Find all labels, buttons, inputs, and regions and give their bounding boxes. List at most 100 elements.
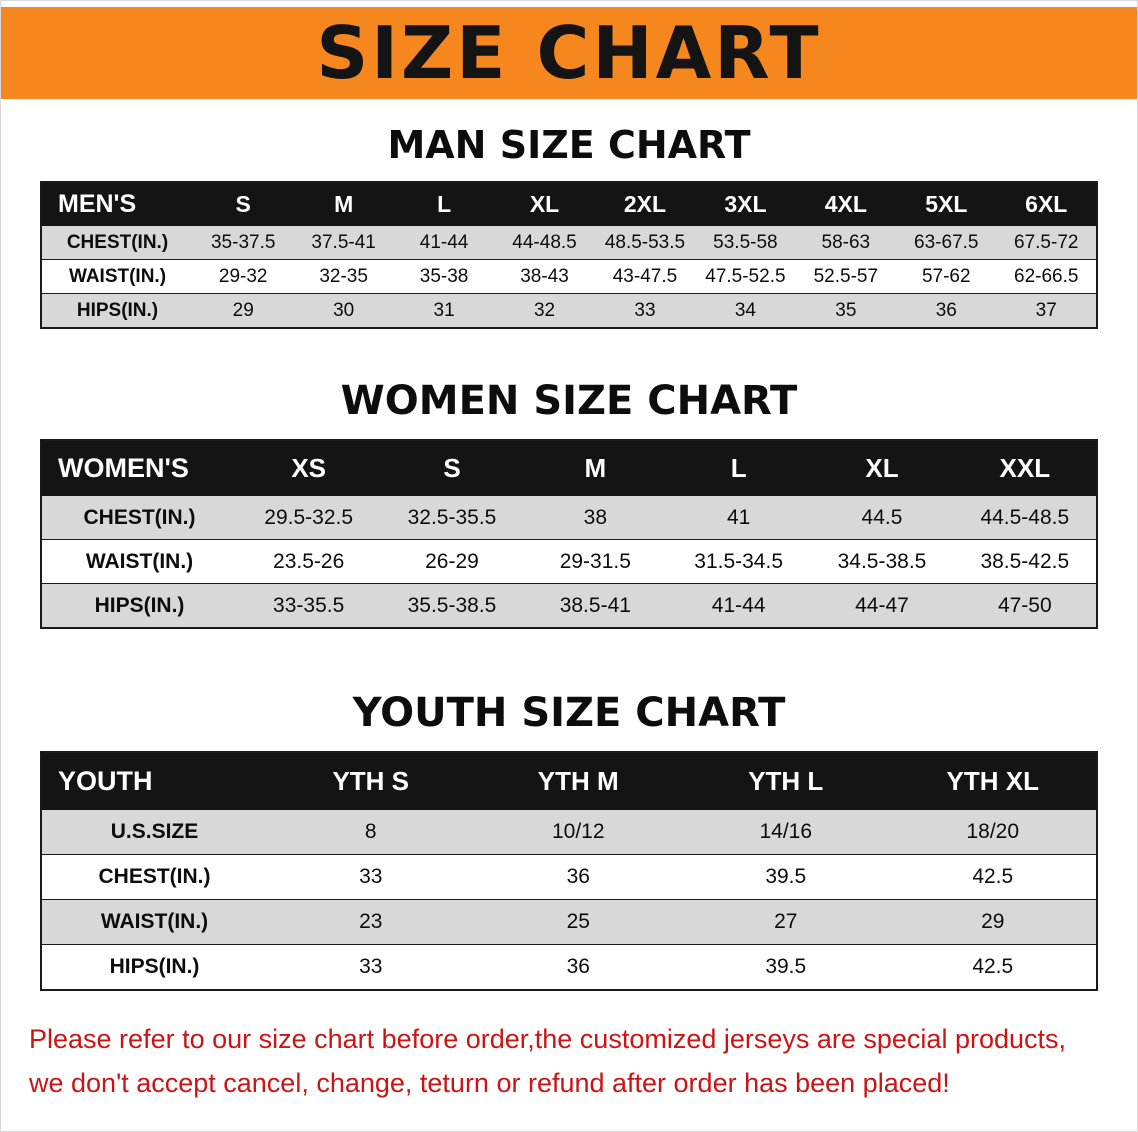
row-label: HIPS(IN.) — [94, 593, 185, 617]
size-column-header: XL — [810, 439, 954, 496]
size-value-cell: 41 — [726, 505, 751, 529]
youth-section: YOUTH SIZE CHART YOUTH YTH S YTH M YTH L YTH… — [1, 691, 1137, 991]
size-value-cell: 37.5-41 — [311, 231, 376, 253]
table-header-row: MEN'S S M L XL 2XL 3XL 4XL 5XL 6XL — [41, 181, 1097, 226]
youth-size-table: YOUTH YTH S YTH M YTH L YTH XL U.S.SIZE 8 10/12… — [40, 750, 1098, 991]
size-column-header: YTH XL — [889, 751, 1097, 810]
size-value-cell: 63-67.5 — [914, 231, 979, 253]
size-value-cell: 35-38 — [419, 265, 469, 287]
size-value-cell: 44-47 — [855, 593, 909, 617]
table-header-row: YOUTH YTH S YTH M YTH L YTH XL — [41, 751, 1097, 810]
size-column-header: S — [193, 181, 294, 226]
men-section: MAN SIZE CHART MEN'S S M L XL 2XL 3XL 4XL 5XL 6XL… — [1, 123, 1137, 329]
size-column-header: M — [523, 439, 667, 496]
size-column-header: 2XL — [594, 181, 696, 226]
size-column-header: 3XL — [695, 181, 796, 226]
row-label: HIPS(IN.) — [76, 299, 159, 321]
size-value-cell: 29-31.5 — [559, 549, 631, 573]
size-value-cell: 27 — [774, 910, 798, 934]
size-value-cell: 31 — [433, 299, 455, 321]
men-section-heading: MAN SIZE CHART — [387, 123, 751, 167]
youth-section-heading: YOUTH SIZE CHART — [352, 689, 786, 736]
size-value-cell: 38.5-41 — [559, 593, 631, 617]
table-row: HIPS(IN.) 29 30 31 32 33 34 35 36 37 — [41, 293, 1097, 328]
table-corner-header: YOUTH — [41, 751, 267, 810]
size-value-cell: 32-35 — [319, 265, 368, 287]
size-value-cell: 8 — [364, 820, 377, 844]
size-value-cell: 34 — [734, 299, 756, 321]
row-label: WAIST(IN.) — [68, 265, 167, 287]
size-value-cell: 18/20 — [966, 820, 1020, 844]
size-column-header: 5XL — [896, 181, 997, 226]
size-column-header: L — [393, 181, 495, 226]
women-size-table: WOMEN'S XS S M L XL XXL CHEST(IN.) 29.5-32.5 32.5… — [40, 438, 1098, 629]
size-value-cell: 57-62 — [921, 265, 971, 287]
size-value-cell: 41-44 — [419, 231, 469, 253]
size-value-cell: 52.5-57 — [813, 265, 879, 287]
size-value-cell: 42.5 — [972, 865, 1014, 889]
banner: SIZE CHART — [1, 7, 1137, 99]
size-value-cell: 67.5-72 — [1014, 231, 1079, 253]
size-column-header: S — [380, 439, 524, 496]
size-value-cell: 53.5-58 — [713, 231, 778, 253]
row-label: WAIST(IN.) — [85, 549, 194, 573]
table-row: CHEST(IN.) 33 36 39.5 42.5 — [41, 854, 1097, 900]
size-value-cell: 35.5-38.5 — [407, 593, 497, 617]
size-column-header: YTH S — [267, 751, 475, 810]
row-label: U.S.SIZE — [110, 820, 199, 844]
size-value-cell: 36 — [566, 955, 590, 979]
size-value-cell: 33-35.5 — [273, 593, 345, 617]
size-value-cell: 29 — [981, 910, 1005, 934]
disclaimer: Please refer to our size chart before or… — [1, 1017, 1137, 1105]
size-value-cell: 36 — [935, 299, 957, 321]
disclaimer-line-2: we don't accept cancel, change, teturn o… — [29, 1067, 950, 1098]
size-value-cell: 38-43 — [520, 265, 569, 287]
size-value-cell: 23.5-26 — [273, 549, 345, 573]
row-label: CHEST(IN.) — [83, 505, 196, 529]
size-column-header: YTH M — [474, 751, 682, 810]
size-value-cell: 36 — [566, 865, 590, 889]
size-value-cell: 32 — [533, 299, 556, 321]
size-value-cell: 44.5 — [861, 505, 903, 529]
size-value-cell: 44-48.5 — [512, 231, 577, 253]
size-column-header: 4XL — [795, 181, 897, 226]
table-row: WAIST(IN.) 23.5-26 26-29 29-31.5 31.5-34.5 34… — [41, 539, 1097, 584]
size-value-cell: 34.5-38.5 — [837, 549, 927, 573]
size-value-cell: 35 — [835, 299, 857, 321]
size-value-cell: 42.5 — [972, 955, 1014, 979]
size-value-cell: 26-29 — [425, 549, 479, 573]
size-value-cell: 39.5 — [765, 865, 807, 889]
size-column-header: M — [293, 181, 394, 226]
size-value-cell: 62-66.5 — [1014, 265, 1079, 287]
size-value-cell: 44.5-48.5 — [980, 505, 1070, 529]
table-row: WAIST(IN.) 23 25 27 29 — [41, 899, 1097, 945]
size-value-cell: 29 — [232, 299, 254, 321]
size-value-cell: 35-37.5 — [210, 231, 276, 253]
row-label: HIPS(IN.) — [109, 955, 200, 979]
disclaimer-line-1: Please refer to our size chart before or… — [29, 1023, 1067, 1054]
size-value-cell: 10/12 — [551, 820, 605, 844]
size-value-cell: 25 — [566, 910, 590, 934]
size-column-header: L — [666, 439, 811, 496]
size-value-cell: 58-63 — [821, 231, 871, 253]
size-value-cell: 47-50 — [997, 593, 1052, 617]
size-value-cell: 29-32 — [218, 265, 268, 287]
table-row: U.S.SIZE 8 10/12 14/16 18/20 — [41, 809, 1097, 855]
size-value-cell: 33 — [634, 299, 656, 321]
size-column-header: XL — [494, 181, 595, 226]
size-column-header: XXL — [953, 439, 1097, 496]
size-column-header: 6XL — [996, 181, 1097, 226]
row-label: WAIST(IN.) — [100, 910, 209, 934]
size-value-cell: 37 — [1035, 299, 1057, 321]
table-row: HIPS(IN.) 33 36 39.5 42.5 — [41, 944, 1097, 990]
size-value-cell: 29.5-32.5 — [264, 505, 354, 529]
size-value-cell: 43-47.5 — [612, 265, 678, 287]
size-value-cell: 33 — [359, 955, 383, 979]
size-value-cell: 23 — [359, 910, 383, 934]
size-value-cell: 48.5-53.5 — [604, 231, 686, 253]
table-corner-header: WOMEN'S — [41, 439, 237, 496]
table-row: HIPS(IN.) 33-35.5 35.5-38.5 38.5-41 41-44 44-… — [41, 583, 1097, 628]
size-value-cell: 30 — [333, 299, 355, 321]
size-value-cell: 33 — [359, 865, 383, 889]
